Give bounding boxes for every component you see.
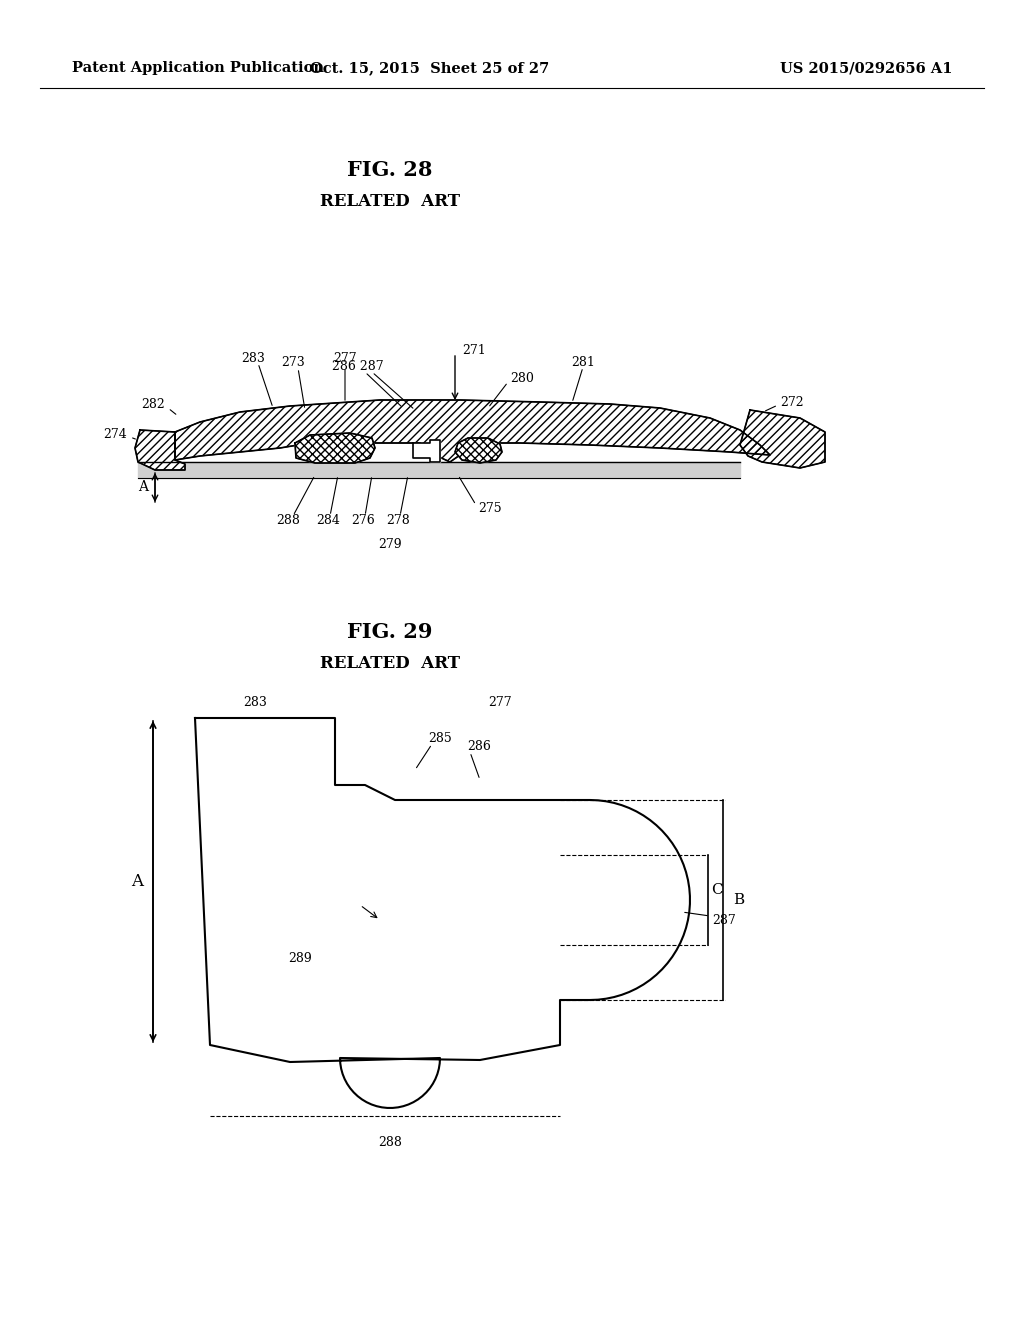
Polygon shape — [740, 411, 825, 469]
Text: 273: 273 — [282, 355, 305, 368]
Polygon shape — [195, 718, 690, 1107]
Text: 286 287: 286 287 — [332, 359, 384, 372]
Polygon shape — [175, 400, 770, 462]
Text: 279: 279 — [378, 539, 401, 552]
Text: US 2015/0292656 A1: US 2015/0292656 A1 — [779, 61, 952, 75]
Text: 289: 289 — [288, 952, 312, 965]
Text: 277: 277 — [488, 697, 512, 710]
Text: 287: 287 — [712, 913, 736, 927]
Text: 283: 283 — [243, 696, 267, 709]
Text: 275: 275 — [478, 502, 502, 515]
Text: FIG. 28: FIG. 28 — [347, 160, 433, 180]
Text: 280: 280 — [510, 371, 534, 384]
Polygon shape — [413, 440, 440, 462]
Text: RELATED  ART: RELATED ART — [319, 194, 460, 210]
Polygon shape — [455, 438, 502, 463]
Polygon shape — [135, 430, 185, 470]
Text: FIG. 29: FIG. 29 — [347, 622, 433, 642]
Text: 282: 282 — [141, 397, 165, 411]
Text: 277: 277 — [333, 351, 356, 400]
Text: 281: 281 — [571, 355, 595, 368]
Text: Oct. 15, 2015  Sheet 25 of 27: Oct. 15, 2015 Sheet 25 of 27 — [310, 61, 550, 75]
Text: 283: 283 — [241, 351, 265, 364]
Polygon shape — [295, 433, 375, 463]
Text: Patent Application Publication: Patent Application Publication — [72, 61, 324, 75]
Text: RELATED  ART: RELATED ART — [319, 656, 460, 672]
Text: C: C — [711, 883, 723, 898]
Text: 285: 285 — [428, 731, 452, 744]
Text: 278: 278 — [386, 513, 410, 527]
Text: B: B — [733, 894, 744, 907]
Text: 271: 271 — [462, 343, 485, 356]
Text: 276: 276 — [351, 513, 375, 527]
Text: 288: 288 — [276, 513, 300, 527]
Text: 274: 274 — [103, 428, 127, 441]
Text: 272: 272 — [780, 396, 804, 408]
Text: A: A — [131, 873, 143, 890]
Text: 288: 288 — [378, 1137, 402, 1150]
Text: A: A — [138, 480, 148, 494]
Polygon shape — [138, 462, 740, 478]
Text: 286: 286 — [467, 739, 490, 752]
Text: 284: 284 — [316, 513, 340, 527]
